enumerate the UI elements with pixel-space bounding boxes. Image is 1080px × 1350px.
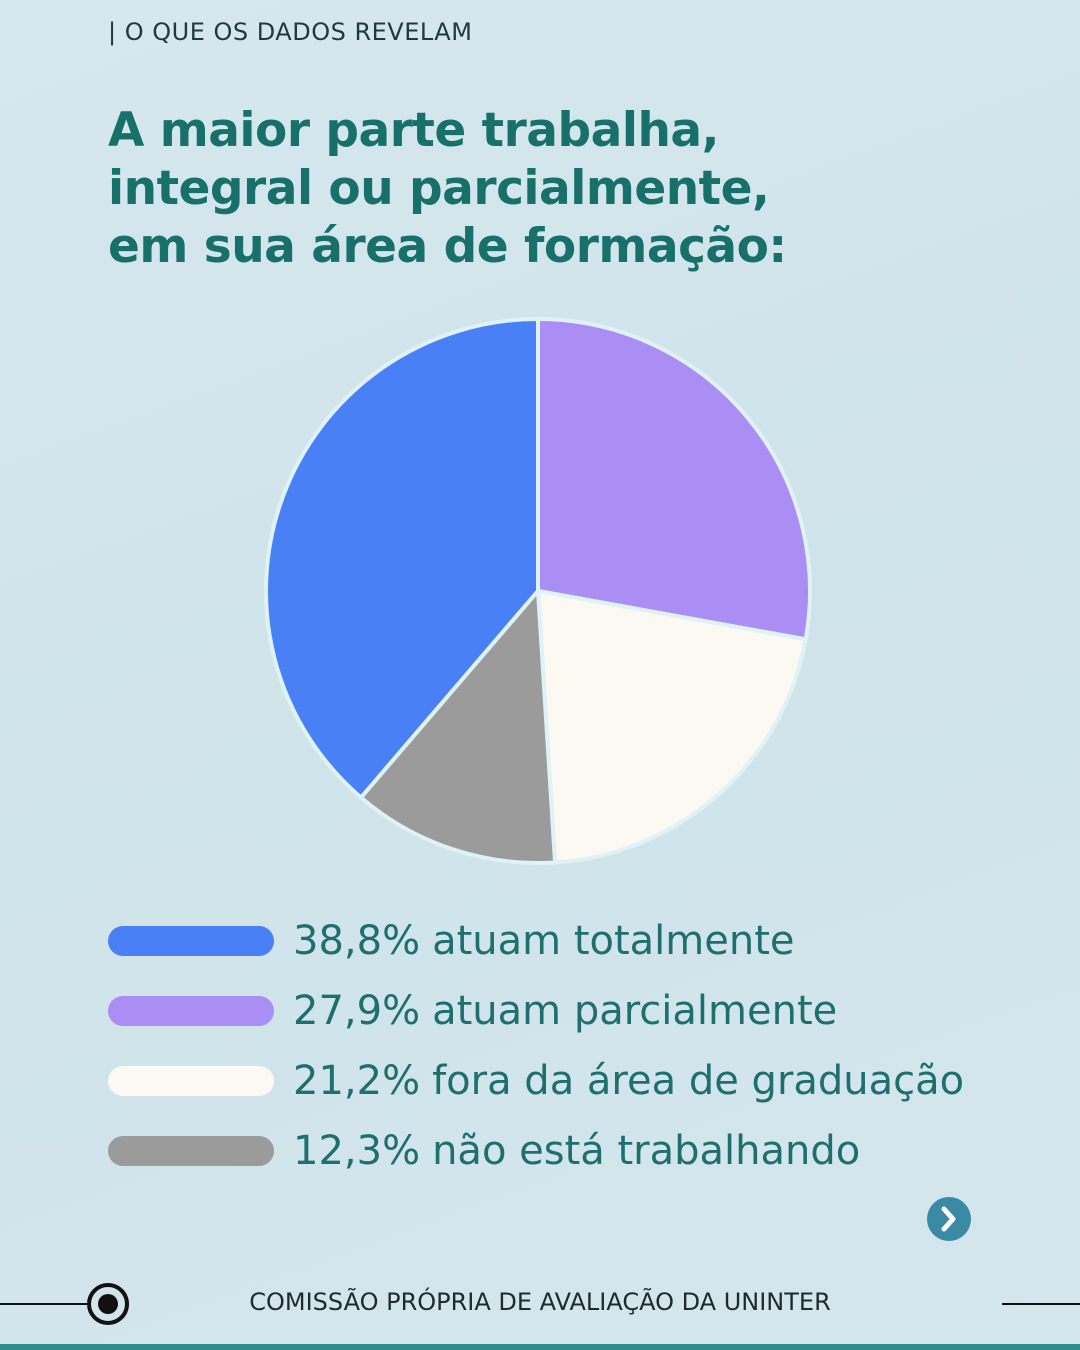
legend-swatch xyxy=(108,996,274,1026)
chart-title: A maior parte trabalha, integral ou parc… xyxy=(108,103,787,274)
legend-entry: 12,3% não está trabalhando xyxy=(293,1128,860,1174)
legend-entry: 27,9% atuam parcialmente xyxy=(293,988,837,1034)
footer: COMISSÃO PRÓPRIA DE AVALIAÇÃO DA UNINTER xyxy=(249,1288,831,1316)
pie-slice xyxy=(358,589,558,865)
legend-label: atuam totalmente xyxy=(432,918,794,964)
pie-slice xyxy=(264,317,540,800)
legend-entry: 38,8% atuam totalmente xyxy=(293,918,795,964)
legend-value-label: 21,2% xyxy=(293,1058,420,1104)
legend-value-label: 27,9% xyxy=(293,988,420,1034)
legend-label: atuam parcialmente xyxy=(432,988,837,1034)
legend-entry: 21,2% fora da área de graduação xyxy=(293,1058,964,1104)
pie-slice xyxy=(536,589,808,865)
legend-swatch xyxy=(108,1136,274,1166)
next-button[interactable] xyxy=(927,1197,971,1241)
footer-decoration xyxy=(0,1283,1080,1350)
legend-value-label: 12,3% xyxy=(293,1128,420,1174)
legend-label: fora da área de graduação xyxy=(432,1058,964,1104)
legend-swatch xyxy=(108,1066,274,1096)
pie-slice xyxy=(536,317,812,642)
legend-label: não está trabalhando xyxy=(432,1128,860,1174)
legend-value-label: 38,8% xyxy=(293,918,420,964)
legend-swatch xyxy=(108,926,274,956)
kicker: | O QUE OS DADOS REVELAM xyxy=(108,18,473,46)
